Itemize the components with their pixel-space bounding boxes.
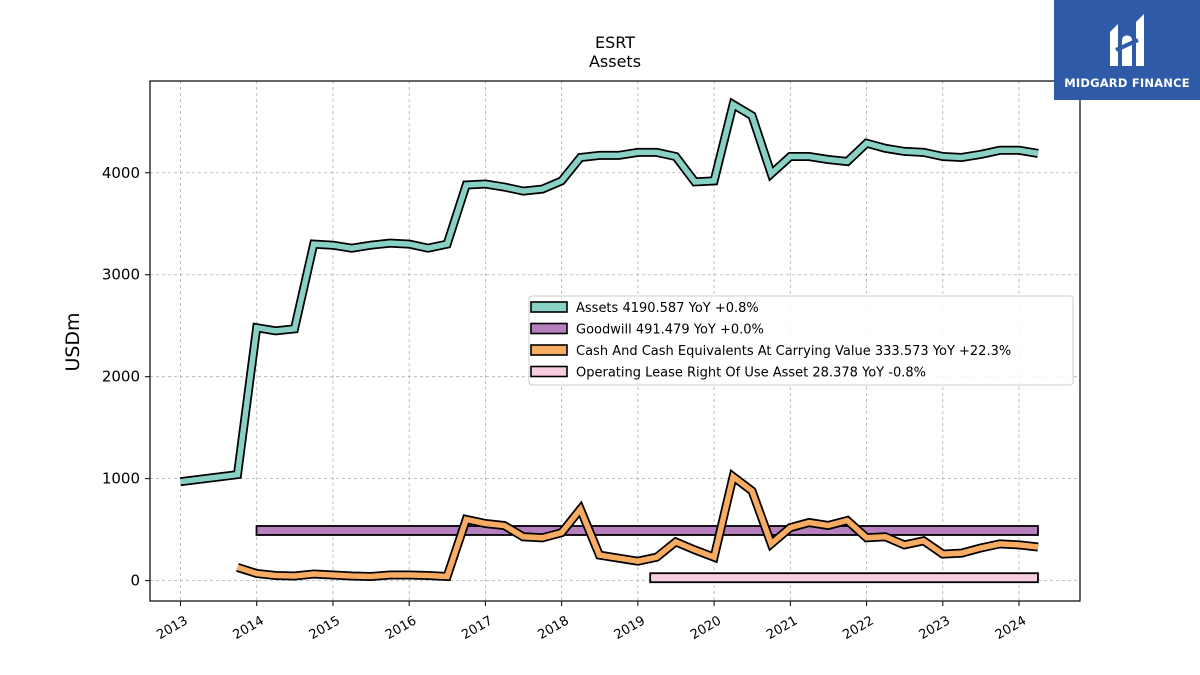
series-operating-lease-right-of-use-asset bbox=[649, 572, 1039, 584]
x-tick-label: 2018 bbox=[535, 613, 571, 643]
x-tick-label: 2014 bbox=[231, 613, 267, 643]
series-assets-outline bbox=[179, 97, 1039, 487]
x-tick-label: 2013 bbox=[154, 613, 190, 643]
series-cash-and-cash-equivalents-at-carrying-value bbox=[236, 471, 1039, 580]
x-tick-label: 2024 bbox=[993, 613, 1029, 643]
y-tick-label: 3000 bbox=[102, 266, 140, 284]
legend-swatch bbox=[530, 301, 568, 313]
y-tick-label: 4000 bbox=[102, 164, 140, 182]
legend-box bbox=[528, 295, 1074, 386]
series-assets bbox=[180, 100, 1039, 485]
brand-name: MIDGARD FINANCE bbox=[1064, 76, 1190, 90]
legend-swatch bbox=[530, 365, 568, 378]
legend-entry: Goodwill 491.479 YoY +0.0% bbox=[576, 323, 764, 338]
x-tick-label: 2021 bbox=[764, 613, 800, 643]
plot-frame bbox=[149, 80, 1081, 602]
legend-entry: Assets 4190.587 YoY +0.8% bbox=[576, 301, 759, 316]
y-axis-label: USDm bbox=[62, 312, 84, 371]
legend: Assets 4190.587 YoY +0.8% Goodwill 491.47… bbox=[528, 295, 1074, 386]
y-tick-label: 2000 bbox=[102, 368, 140, 386]
x-tick-label: 2022 bbox=[840, 613, 876, 643]
legend-swatch bbox=[530, 322, 568, 335]
x-tick-label: 2020 bbox=[688, 613, 724, 643]
x-tick-label: 2015 bbox=[307, 613, 343, 643]
x-tick-label: 2019 bbox=[612, 613, 648, 643]
x-tick-label: 2023 bbox=[917, 613, 953, 643]
legend-entry: Operating Lease Right Of Use Asset 28.37… bbox=[576, 366, 926, 381]
x-tick-label: 2017 bbox=[459, 613, 495, 643]
legend-swatch bbox=[530, 344, 568, 356]
series-layer bbox=[179, 97, 1039, 584]
midgard-logo-icon bbox=[1110, 14, 1144, 66]
y-tick-label: 0 bbox=[130, 572, 140, 590]
brand-logo: MIDGARD FINANCE bbox=[1054, 0, 1200, 100]
x-tick-label: 2016 bbox=[383, 613, 419, 643]
y-tick-label: 1000 bbox=[102, 470, 140, 488]
chart-subtitle: Assets bbox=[589, 52, 641, 71]
series-goodwill bbox=[255, 525, 1039, 536]
legend-entry: Cash And Cash Equivalents At Carrying Va… bbox=[576, 344, 1011, 359]
chart-title: ESRT bbox=[595, 33, 635, 52]
